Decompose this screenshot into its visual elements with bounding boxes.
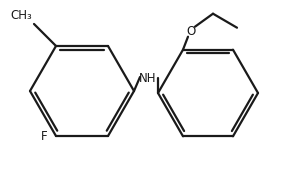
Text: CH₃: CH₃	[10, 9, 32, 22]
Text: F: F	[41, 129, 48, 142]
Text: O: O	[186, 25, 196, 38]
Text: NH: NH	[139, 71, 157, 84]
